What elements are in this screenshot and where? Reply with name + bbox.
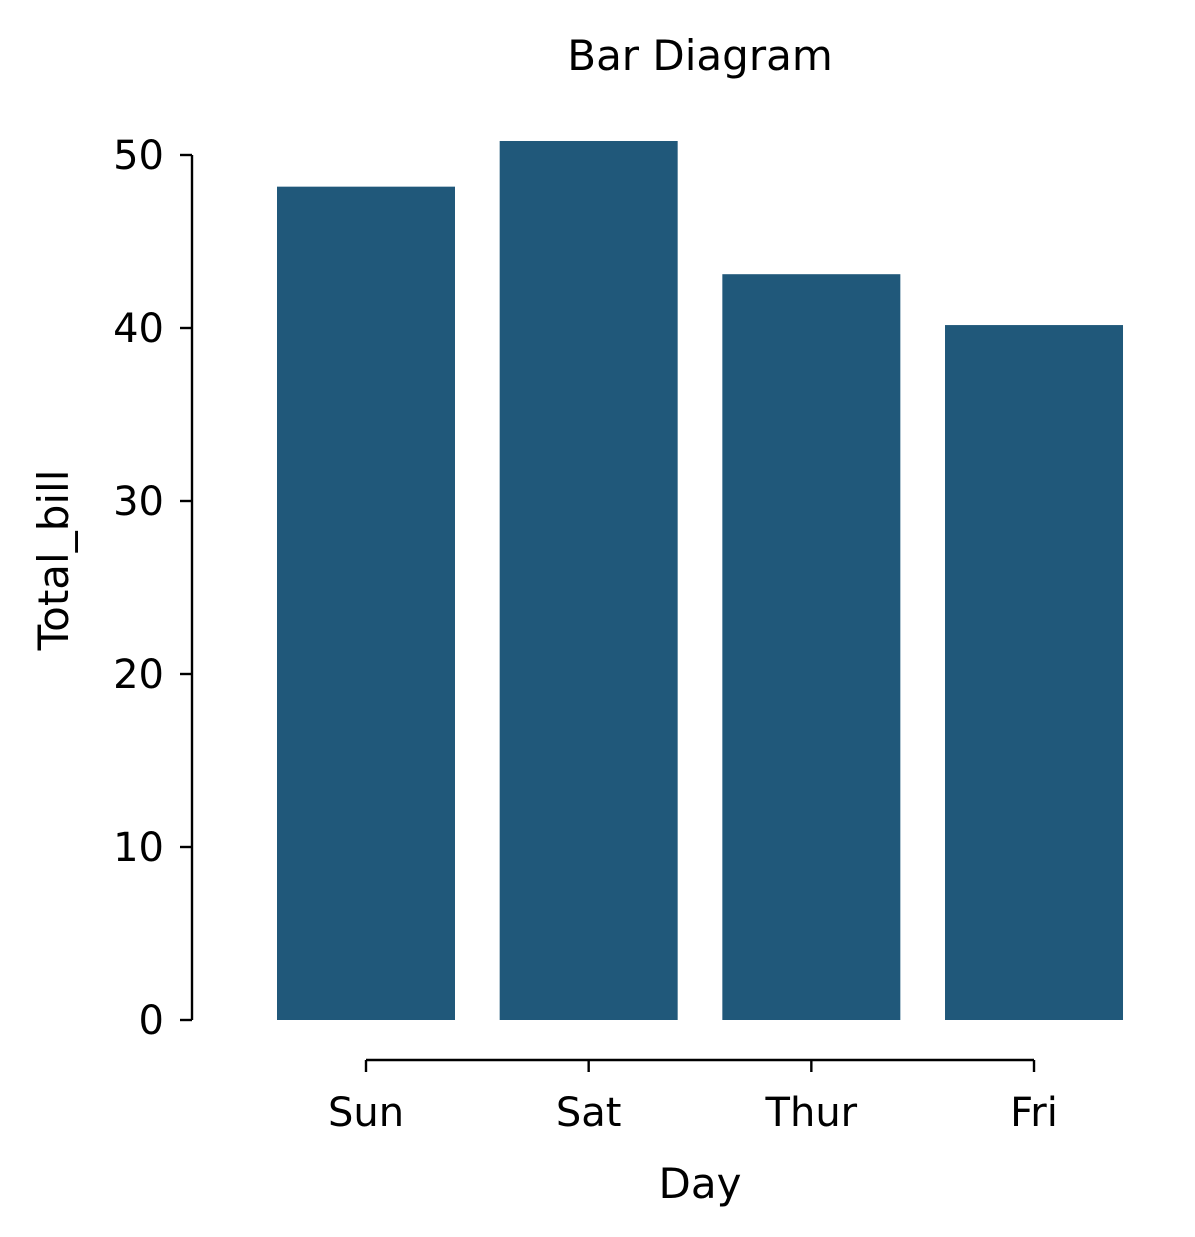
chart-title: Bar Diagram	[567, 31, 833, 80]
x-tick-label-fri: Fri	[1010, 1090, 1058, 1136]
x-tick-label-thur: Thur	[765, 1090, 858, 1136]
y-tick-label-10: 10	[113, 825, 164, 871]
bar-sat	[499, 140, 678, 1021]
y-tick-label-50: 50	[113, 133, 164, 179]
y-axis-title: Total_bill	[29, 470, 78, 652]
y-tick-label-30: 30	[113, 479, 164, 525]
bar-thur	[722, 274, 901, 1020]
x-tick-label-sun: Sun	[328, 1090, 404, 1136]
y-tick-label-40: 40	[113, 306, 164, 352]
y-tick-label-20: 20	[113, 652, 164, 698]
y-tick-label-0: 0	[139, 998, 164, 1044]
bar-sun	[277, 186, 455, 1020]
bars-group	[277, 140, 1124, 1021]
x-ticks-group: Sun Sat Thur Fri	[328, 1060, 1058, 1136]
bar-fri	[945, 325, 1124, 1020]
x-tick-label-sat: Sat	[556, 1090, 622, 1136]
x-axis-title: Day	[659, 1159, 742, 1208]
y-ticks-group: 0 10 20 30 40 50	[113, 133, 192, 1044]
